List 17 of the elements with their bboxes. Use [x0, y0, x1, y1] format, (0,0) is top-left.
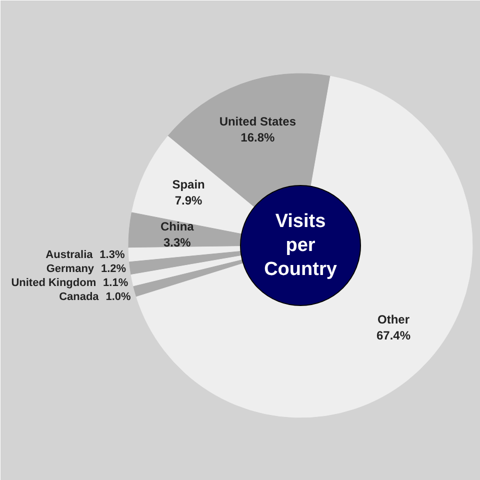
data-label: 3.3% — [163, 235, 192, 250]
slice-label: Canada — [59, 290, 100, 303]
slice-label: Other — [378, 312, 410, 326]
data-label: 16.8% — [240, 130, 275, 144]
slice-label: United Kingdom — [11, 276, 96, 289]
data-label: 1.2% — [100, 262, 126, 275]
slice-label: Australia — [46, 248, 94, 261]
data-label: 1.0% — [106, 290, 132, 303]
text: Visits per Country — [264, 210, 338, 280]
data-label: 1.3% — [100, 248, 125, 261]
data-label: 67.4% — [376, 328, 411, 342]
data-label: 7.9% — [174, 194, 203, 208]
slice-label: United States — [219, 114, 296, 128]
data-label: 1.1% — [103, 276, 128, 289]
slice-label: Spain — [172, 178, 205, 192]
slice-label: Germany — [46, 262, 95, 275]
slice-label: China — [160, 219, 194, 234]
